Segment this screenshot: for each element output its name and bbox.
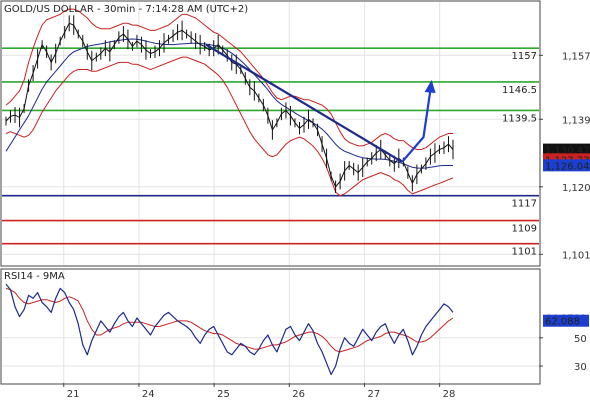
rsi-line: [5, 283, 454, 376]
moving-average-line: [5, 38, 453, 169]
price-y-tick-label: 1,139: [562, 115, 590, 126]
projection-arrow-head: [424, 79, 436, 93]
rsi-badge-label: 62.088: [545, 317, 580, 328]
x-tick-label: 24: [142, 389, 155, 400]
x-tick-label: 21: [67, 389, 80, 400]
level-label: 1117: [512, 199, 537, 210]
rsi-plot: 64.378862.088: [5, 283, 589, 376]
x-tick-label: 28: [443, 389, 456, 400]
price-badge: [543, 143, 590, 156]
price-plot: 1157 1146.5 1139.5 1117 1109 1101 1,130.47 1,12…: [2, 8, 590, 258]
price-y-tick-label: 1,157: [562, 51, 590, 62]
x-tick-label: 27: [367, 389, 380, 400]
rsi-ma-line: [5, 287, 454, 353]
price-badge-label: 1,130.47: [545, 146, 590, 157]
price-badge-label: 1,126.04: [545, 161, 590, 172]
rsi-y-tick-label: 50: [574, 334, 587, 345]
x-tick-label: 26: [292, 389, 305, 400]
price-y-tick-label: 1,120: [562, 183, 590, 194]
axes: 21 24 25 26 27 28 1,101 1,120 1,139 1,157 30 50: [63, 51, 590, 400]
price-badge: [543, 159, 590, 172]
rsi-grid: [2, 270, 539, 383]
level-label: 1101: [512, 247, 537, 258]
price-y-tick-label: 1,101: [562, 250, 590, 261]
level-label: 1146.5: [502, 85, 537, 96]
level-label: 1157: [512, 51, 537, 62]
rsi-y-tick-label: 30: [574, 362, 587, 373]
price-chart-title: GOLD/US DOLLAR - 30min - 7:14:28 AM (UTC…: [4, 4, 248, 15]
rsi-panel-frame: [0, 268, 541, 385]
upper-band-line: [5, 8, 453, 150]
rsi-chart-title: RSI14 - 9MA: [4, 271, 65, 282]
lower-band-line: [5, 56, 454, 197]
rsi-badge: [543, 314, 589, 327]
level-label: 1109: [512, 224, 537, 235]
projection-arrow-line: [401, 81, 433, 163]
level-label: 1139.5: [502, 113, 537, 124]
price-panel-frame: [0, 0, 541, 267]
x-tick-label: 25: [217, 389, 230, 400]
downtrend-line: [205, 43, 403, 163]
